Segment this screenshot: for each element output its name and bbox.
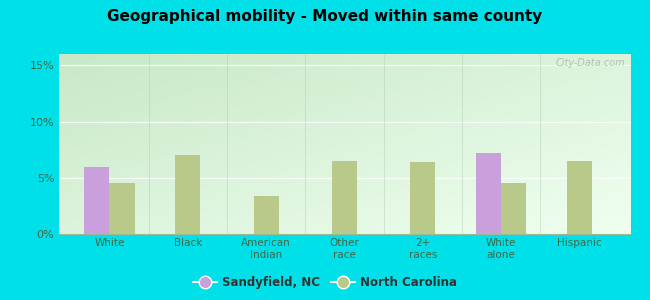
Bar xyxy=(332,161,357,234)
Bar xyxy=(476,153,501,234)
Bar xyxy=(567,161,592,234)
Bar xyxy=(410,162,436,234)
Text: City-Data.com: City-Data.com xyxy=(555,58,625,68)
Text: Geographical mobility - Moved within same county: Geographical mobility - Moved within sam… xyxy=(107,9,543,24)
Bar xyxy=(501,183,526,234)
Bar xyxy=(109,183,135,234)
Bar xyxy=(84,167,109,234)
Legend: Sandyfield, NC, North Carolina: Sandyfield, NC, North Carolina xyxy=(188,272,462,294)
Bar xyxy=(176,155,200,234)
Bar xyxy=(254,196,279,234)
